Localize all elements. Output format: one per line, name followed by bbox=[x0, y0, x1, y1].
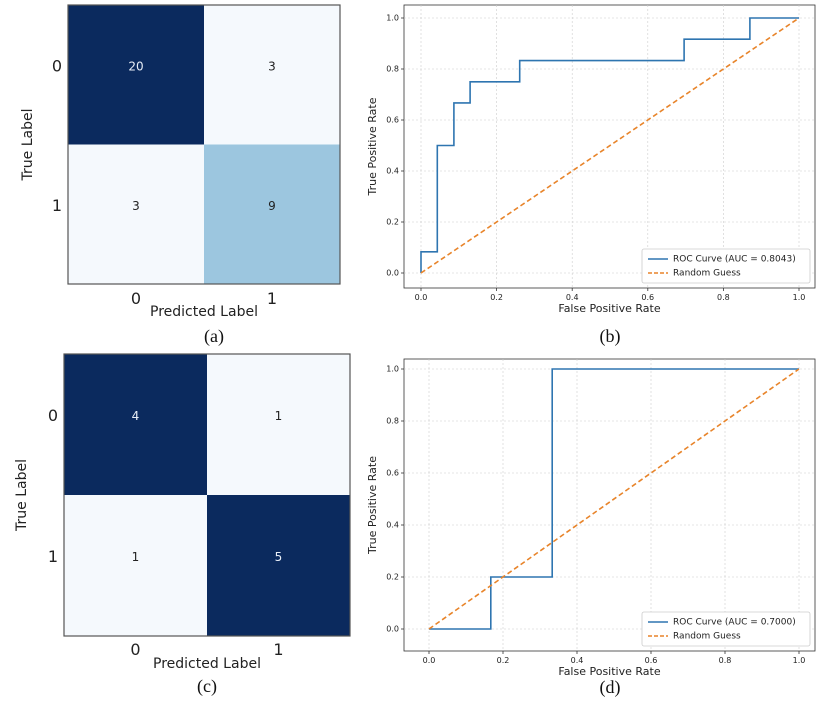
y-tick-label: 0.6 bbox=[386, 469, 399, 478]
y-tick-label: 1.0 bbox=[386, 14, 399, 23]
x-tick-label: 0.2 bbox=[490, 293, 503, 302]
x-tick-label: 0 bbox=[131, 289, 141, 308]
matrix-cell bbox=[204, 144, 340, 284]
y-tick-label: 0.0 bbox=[386, 625, 399, 634]
y-tick-label: 0.2 bbox=[386, 218, 399, 227]
y-axis-label: True Label bbox=[20, 109, 36, 182]
legend-box bbox=[641, 248, 811, 284]
y-tick-label: 0.8 bbox=[386, 417, 399, 426]
y-tick-label: 0 bbox=[48, 406, 58, 425]
y-tick-label: 0.6 bbox=[386, 116, 399, 125]
roc-chart-b: 0.0 0.2 0.4 0.6 0.8 1.0 0.0 0.2 0.4 0.6 0.8 1.0 Fals… bbox=[366, 4, 816, 347]
matrix-cell bbox=[64, 495, 207, 636]
y-tick-label: 1 bbox=[48, 547, 58, 566]
random-guess-line bbox=[428, 368, 800, 630]
y-tick-label: 0 bbox=[52, 56, 62, 75]
x-tick-label: 1 bbox=[273, 640, 283, 659]
legend-box bbox=[641, 611, 811, 647]
x-axis-label: False Positive Rate bbox=[558, 665, 660, 678]
legend-entry: ROC Curve (AUC = 0.7000) bbox=[673, 618, 796, 628]
cell-value: 3 bbox=[132, 199, 140, 213]
matrix-cell bbox=[207, 495, 350, 636]
roc-curve-line bbox=[429, 368, 799, 630]
x-tick-label: 0.4 bbox=[566, 293, 579, 302]
cell-value: 1 bbox=[132, 550, 140, 564]
roc-chart-d: 0.0 0.2 0.4 0.6 0.8 1.0 0.0 0.2 0.4 0.6 0.8 1.0 Fals… bbox=[366, 358, 816, 698]
x-tick-label: 0.0 bbox=[415, 293, 428, 302]
y-axis-label: True Positive Rate bbox=[366, 456, 379, 555]
x-tick-label: 0.2 bbox=[497, 656, 510, 665]
cell-value: 3 bbox=[268, 59, 276, 73]
matrix-cell bbox=[207, 354, 350, 495]
matrix-cell bbox=[68, 144, 204, 284]
plot-frame bbox=[403, 358, 816, 652]
x-tick-label: 0.8 bbox=[717, 293, 730, 302]
plot-frame bbox=[403, 4, 816, 289]
matrix-cell bbox=[64, 354, 207, 495]
y-tick-label: 0.0 bbox=[386, 269, 399, 278]
panel-caption: (d) bbox=[600, 677, 621, 698]
x-tick-label: 0.8 bbox=[719, 656, 732, 665]
x-tick-label: 0.6 bbox=[645, 656, 658, 665]
cell-value: 9 bbox=[268, 199, 276, 213]
y-tick-label: 1 bbox=[52, 196, 62, 215]
y-tick-label: 0.2 bbox=[386, 573, 399, 582]
roc-curve-line bbox=[420, 17, 799, 273]
legend-entry: ROC Curve (AUC = 0.8043) bbox=[673, 255, 796, 265]
y-axis-label: True Label bbox=[14, 459, 30, 532]
panel-caption: (a) bbox=[204, 326, 224, 347]
y-tick-label: 0.4 bbox=[386, 167, 399, 176]
cell-value: 1 bbox=[275, 409, 283, 423]
x-axis-label: Predicted Label bbox=[150, 304, 258, 320]
panel-caption: (b) bbox=[600, 326, 621, 347]
x-tick-label: 0.4 bbox=[571, 656, 584, 665]
cell-value: 20 bbox=[128, 59, 143, 73]
legend-entry: Random Guess bbox=[673, 269, 741, 279]
x-tick-label: 0.0 bbox=[423, 656, 436, 665]
matrix-frame bbox=[67, 4, 341, 285]
x-tick-label: 1.0 bbox=[793, 656, 806, 665]
cell-value: 4 bbox=[132, 409, 140, 423]
matrix-cell bbox=[68, 5, 204, 145]
random-guess-line bbox=[420, 17, 800, 274]
y-tick-label: 1.0 bbox=[386, 365, 399, 374]
x-axis-label: False Positive Rate bbox=[558, 302, 660, 315]
confusion-matrix-a: 20 3 3 9 0 1 0 1 Predicted Label True Label (a) bbox=[20, 4, 341, 347]
x-tick-label: 0.6 bbox=[641, 293, 654, 302]
cell-value: 5 bbox=[275, 550, 283, 564]
y-tick-label: 0.4 bbox=[386, 521, 399, 530]
legend-entry: Random Guess bbox=[673, 632, 741, 642]
y-tick-label: 0.8 bbox=[386, 65, 399, 74]
x-axis-label: Predicted Label bbox=[153, 656, 261, 672]
y-axis-label: True Positive Rate bbox=[366, 97, 379, 196]
confusion-matrix-c: 4 1 1 5 0 1 0 1 Predicted Label True Label (c) bbox=[14, 353, 351, 697]
x-tick-label: 1 bbox=[267, 289, 277, 308]
x-tick-label: 0 bbox=[130, 640, 140, 659]
matrix-cell bbox=[204, 5, 340, 145]
x-tick-label: 1.0 bbox=[793, 293, 806, 302]
panel-caption: (c) bbox=[197, 676, 217, 697]
matrix-frame bbox=[63, 353, 351, 637]
